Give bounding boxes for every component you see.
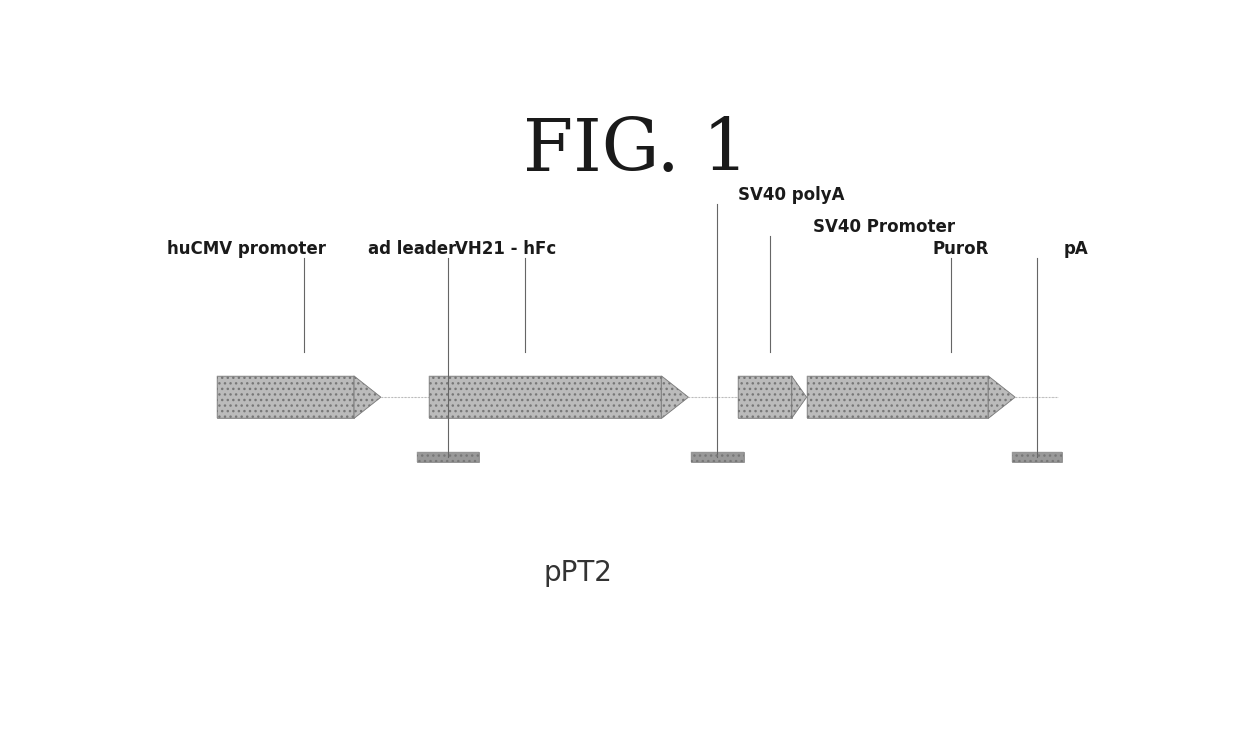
Polygon shape [988,376,1016,419]
Text: VH21 - hFc: VH21 - hFc [455,241,557,258]
Bar [738,376,791,419]
Polygon shape [353,376,381,419]
Text: PuroR: PuroR [932,241,988,258]
Bar [417,452,480,461]
Text: pPT2: pPT2 [543,559,613,587]
Bar [429,376,661,419]
Text: huCMV promoter: huCMV promoter [167,241,326,258]
Text: SV40 Promoter: SV40 Promoter [813,218,955,236]
Bar [217,376,353,419]
Text: SV40 polyA: SV40 polyA [738,186,844,205]
Text: FIG. 1: FIG. 1 [523,116,748,186]
Bar [429,376,661,419]
Bar [1012,452,1063,461]
Bar [691,452,744,461]
Bar [806,376,988,419]
Bar [217,376,353,419]
Bar [806,376,988,419]
Text: pA: pA [1063,241,1087,258]
Bar [417,452,480,461]
Bar [691,452,744,461]
Text: ad leader: ad leader [368,241,456,258]
Bar [1012,452,1063,461]
Bar [738,376,791,419]
Polygon shape [791,376,806,419]
Polygon shape [661,376,688,419]
